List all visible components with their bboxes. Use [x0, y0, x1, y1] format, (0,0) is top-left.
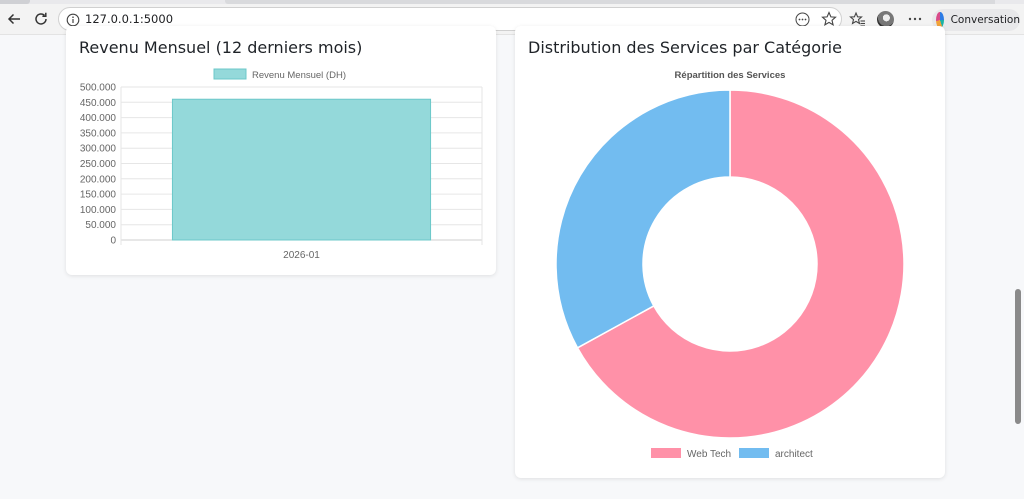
y-tick-label: 400.000 — [80, 113, 117, 124]
favorites-icon[interactable] — [847, 9, 867, 29]
doughnut-legend-label: architect — [775, 449, 813, 460]
bar-legend-swatch — [213, 68, 247, 80]
revenue-card-title: Revenu Mensuel (12 derniers mois) — [79, 38, 363, 57]
revenue-bar[interactable] — [171, 98, 432, 241]
favorite-star-icon[interactable] — [821, 11, 837, 31]
doughnut-legend-swatch — [739, 448, 769, 458]
y-tick-label: 450.000 — [80, 98, 117, 109]
y-tick-label: 50.000 — [85, 220, 116, 231]
y-tick-label: 250.000 — [80, 159, 117, 170]
y-tick-label: 150.000 — [80, 190, 117, 201]
y-tick-label: 100.000 — [80, 205, 117, 216]
services-card: Distribution des Services par Catégorie … — [515, 26, 945, 478]
y-tick-label: 200.000 — [80, 174, 117, 185]
copilot-label: Conversation — [950, 14, 1020, 26]
reload-button[interactable] — [29, 7, 53, 31]
doughnut-legend-label: Web Tech — [687, 449, 731, 460]
services-doughnut-chart[interactable]: Répartition des Services Web Tech architec… — [515, 26, 945, 478]
doughnut-title: Répartition des Services — [675, 70, 786, 81]
scrollbar-track[interactable] — [1012, 35, 1024, 499]
revenue-bar-chart[interactable]: Revenu Mensuel (DH) 0 50.000 100.000 150.000… — [66, 26, 496, 275]
bar-legend-label: Revenu Mensuel (DH) — [252, 70, 346, 81]
site-info-icon[interactable] — [66, 12, 80, 31]
y-tick-label: 500.000 — [80, 83, 117, 94]
doughnut-slice-web-tech[interactable] — [576, 89, 905, 439]
y-tick-label: 300.000 — [80, 144, 117, 155]
tab-strip — [0, 0, 1024, 4]
y-tick-label: 350.000 — [80, 128, 117, 139]
doughnut-slice-architect[interactable] — [555, 89, 731, 349]
x-tick-label: 2026-01 — [283, 250, 320, 261]
back-arrow-icon — [7, 13, 20, 25]
scrollbar-thumb[interactable] — [1015, 289, 1021, 424]
reload-icon — [35, 12, 47, 25]
copilot-icon — [936, 12, 944, 28]
profile-avatar[interactable] — [877, 11, 894, 28]
doughnut-legend-swatch — [651, 448, 681, 458]
address-url[interactable]: 127.0.0.1:5000 — [85, 12, 174, 26]
browser-tab[interactable] — [0, 0, 30, 4]
revenue-card: Revenu Mensuel (12 derniers mois) Revenu… — [66, 26, 496, 275]
settings-more-icon[interactable] — [905, 9, 925, 29]
services-card-title: Distribution des Services par Catégorie — [528, 38, 842, 57]
y-tick-label: 0 — [110, 236, 116, 247]
back-button[interactable] — [2, 7, 26, 31]
bar-legend[interactable]: Revenu Mensuel (DH) — [213, 68, 346, 81]
browser-tab-strip-area — [225, 0, 995, 4]
copilot-conversation-button[interactable]: Conversation — [932, 9, 1020, 31]
doughnut-legend[interactable]: Web Tech architect — [651, 448, 813, 460]
